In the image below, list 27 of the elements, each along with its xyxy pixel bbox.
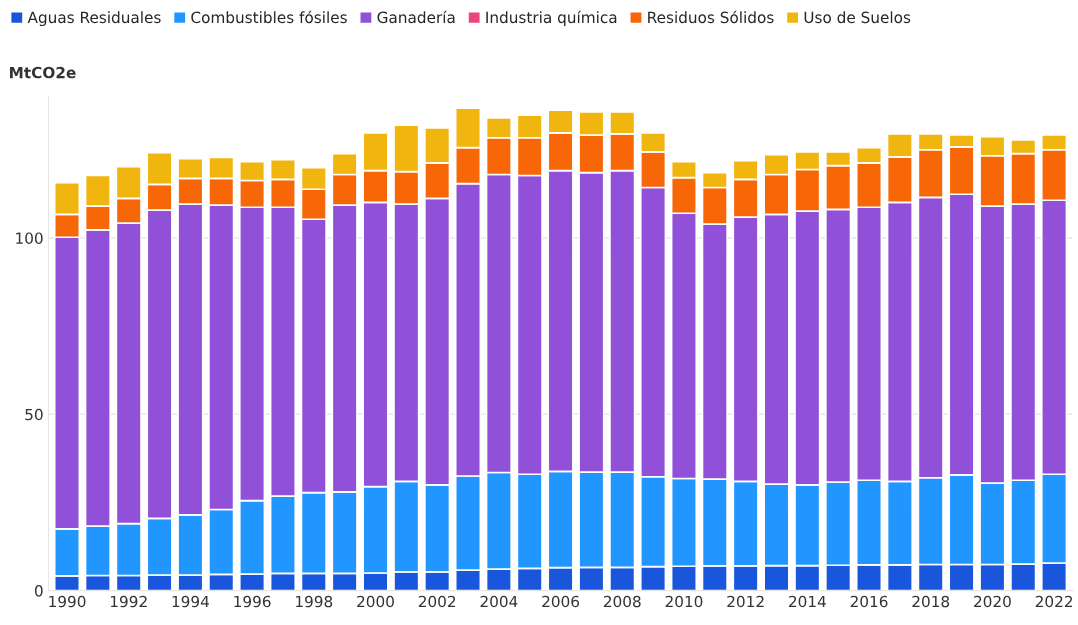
legend-label: Residuos Sólidos xyxy=(648,10,774,24)
legend-label: Uso de Suelos xyxy=(804,11,911,24)
y-tick-label: 0 xyxy=(34,585,43,597)
x-tick-label: 2018 xyxy=(912,595,950,608)
x-tick-label: 1992 xyxy=(110,595,147,608)
x-tick-label: 2008 xyxy=(603,595,641,608)
x-tick-label: 2000 xyxy=(357,595,394,608)
x-tick-label: 2012 xyxy=(727,595,764,608)
y-tick-label: 50 xyxy=(25,408,43,421)
y-tick-label: 100 xyxy=(16,232,43,244)
legend-label: Aguas Residuales xyxy=(27,11,161,27)
x-tick-label: 2004 xyxy=(480,595,518,608)
x-tick-label: 2014 xyxy=(789,595,826,608)
x-tick-label: 2010 xyxy=(665,595,703,608)
x-tick-label: 2016 xyxy=(850,595,888,608)
x-tick-label: 1998 xyxy=(296,595,333,608)
x-tick-label: 2002 xyxy=(418,595,456,608)
x-tick-label: 1996 xyxy=(234,595,271,608)
legend-label: Ganadería xyxy=(377,10,455,24)
x-tick-label: 1994 xyxy=(172,595,209,608)
x-tick-label: 2020 xyxy=(974,595,1011,608)
x-tick-label: 2006 xyxy=(542,595,580,608)
x-tick-label: 1990 xyxy=(49,595,86,608)
legend-label: Combustibles fósiles xyxy=(191,10,347,24)
legend-label: Industria química xyxy=(486,10,617,27)
y-axis-title: MtCO2e xyxy=(10,66,76,79)
x-tick-label: 2022 xyxy=(1035,595,1073,608)
